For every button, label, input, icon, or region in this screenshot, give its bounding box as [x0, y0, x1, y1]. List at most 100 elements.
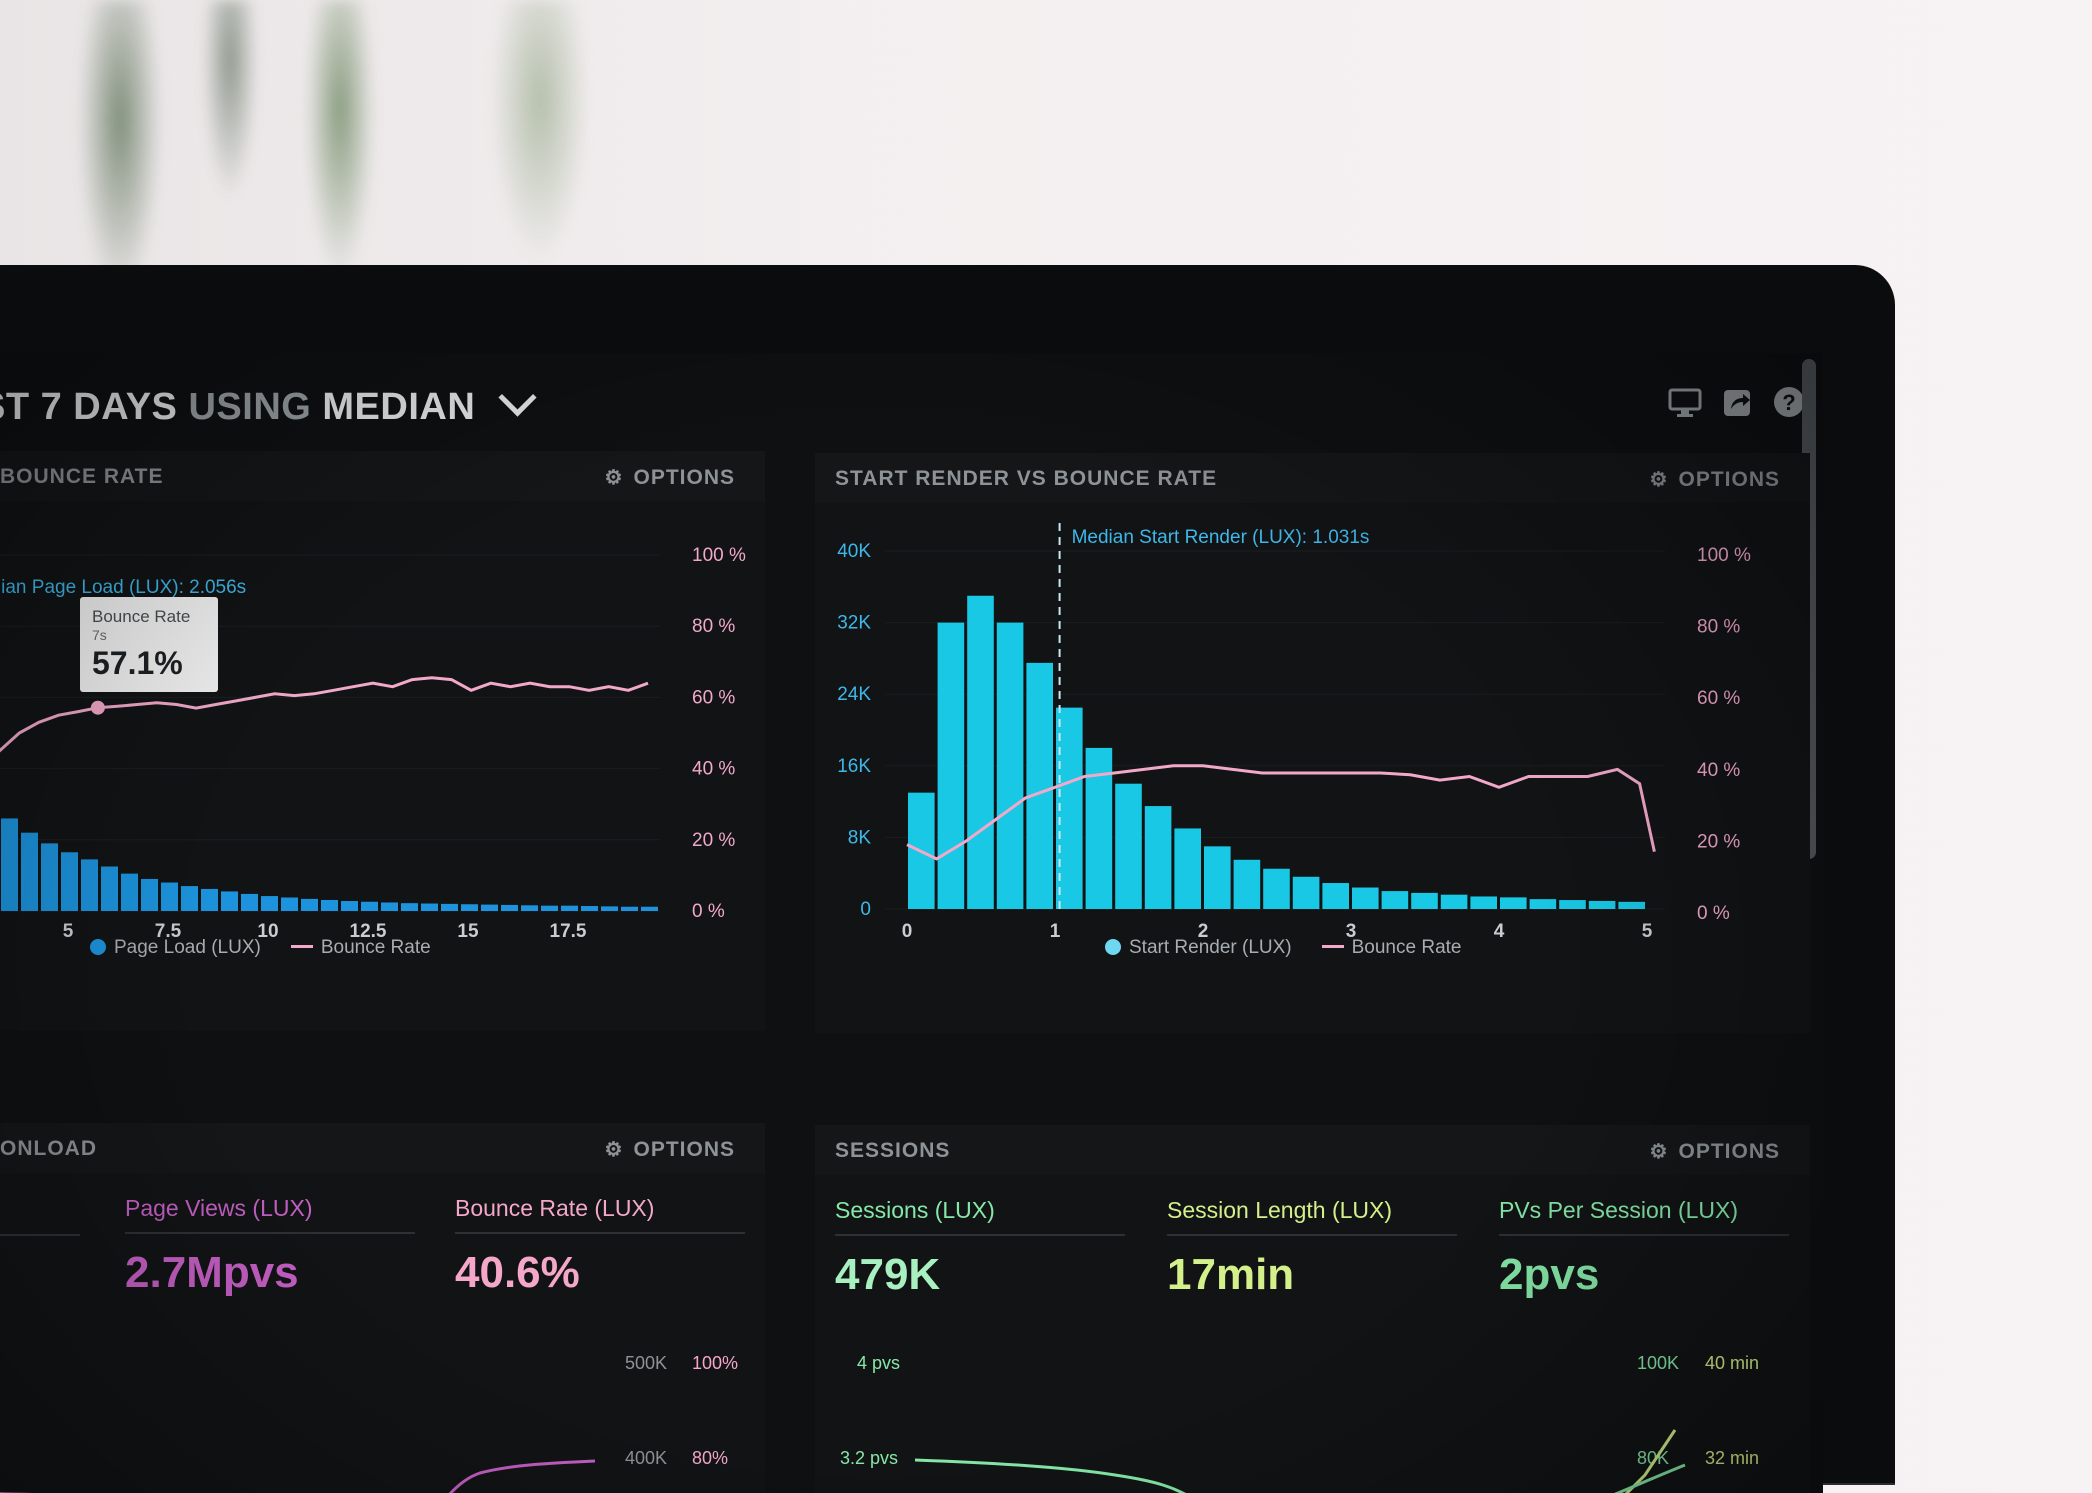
start-render-bar	[996, 622, 1024, 909]
start-render-bar	[1618, 901, 1645, 909]
page-load-bar	[441, 903, 458, 911]
stat-bounce-rate: Bounce Rate (LUX) 40.6%	[455, 1195, 745, 1298]
start-render-bar	[1026, 662, 1053, 909]
share-icon[interactable]	[1722, 385, 1756, 419]
stat-clipped: )	[0, 1197, 80, 1236]
page-load-panel: BOUNCE RATE ⚙ OPTIONS 0 % 20 % 40 % 60 % 80 %…	[0, 451, 765, 1031]
help-icon[interactable]: ?	[1772, 385, 1806, 419]
y-right-tick-label: 20 %	[692, 830, 735, 851]
axis-left-mid: 400K	[625, 1448, 668, 1468]
legend-line-bounce	[290, 945, 313, 948]
onload-sparklines	[0, 1459, 596, 1493]
title-aggregate: MEDIAN	[322, 386, 476, 428]
page-load-bar	[181, 886, 198, 911]
page-load-bar	[241, 893, 258, 911]
x-tick-label: 3	[1346, 921, 1357, 942]
start-render-bar	[1322, 883, 1349, 909]
legend-page-load: Page Load (LUX)	[114, 937, 261, 958]
axis-mid-top: 100K	[1637, 1353, 1680, 1373]
page-load-bar	[1, 818, 18, 911]
options-button[interactable]: ⚙ OPTIONS	[1649, 1140, 1780, 1163]
bounce-rate-line	[906, 764, 1656, 861]
tooltip-series: Bounce Rate	[92, 607, 191, 626]
x-tick-label: 2	[1198, 921, 1209, 942]
page-load-bar	[281, 897, 298, 911]
stat-value: 2pvs	[1499, 1250, 1600, 1299]
x-tick-label: 5	[1642, 921, 1653, 942]
panel-title: START RENDER VS BOUNCE RATE	[835, 467, 1218, 490]
monitor-icon[interactable]	[1668, 385, 1702, 419]
chart-legend: Page Load (LUX) Bounce Rate	[90, 937, 431, 959]
start-render-bar	[1144, 806, 1172, 909]
stat-label: PVs Per Session (LUX)	[1499, 1197, 1789, 1236]
page-load-bar	[541, 905, 558, 911]
y-left-tick-label: 24K	[837, 684, 871, 705]
start-render-bar	[967, 595, 994, 909]
title-using: USING	[188, 386, 312, 428]
x-tick-label: 15	[457, 921, 479, 942]
svg-text:?: ?	[1782, 390, 1795, 415]
stat-value: 17min	[1167, 1250, 1295, 1299]
page-load-bar	[261, 896, 278, 911]
page-load-bar	[301, 898, 318, 911]
axis-left-top: 4 pvs	[857, 1353, 901, 1373]
legend-bounce-rate: Bounce Rate	[1351, 937, 1462, 958]
panel-header: START RENDER VS BOUNCE RATE ⚙ OPTIONS	[815, 453, 1810, 503]
start-render-bar	[1440, 894, 1468, 909]
stat-value: 2.7Mpvs	[125, 1248, 299, 1297]
stat-value: 40.6%	[455, 1248, 580, 1297]
start-render-bar	[937, 622, 965, 909]
x-tick-label: 0	[902, 921, 913, 942]
page-load-bar	[381, 902, 398, 911]
stat-page-views: Page Views (LUX) 2.7Mpvs	[125, 1195, 415, 1298]
page-load-bar	[21, 832, 38, 911]
legend-bounce-rate: Bounce Rate	[320, 937, 431, 958]
page-load-bar	[561, 905, 578, 911]
page-load-bar	[101, 866, 118, 911]
page-load-bar	[501, 904, 518, 911]
panel-header: ONLOAD ⚙ OPTIONS	[0, 1123, 765, 1173]
page-load-bar	[161, 882, 178, 911]
panel-header: SESSIONS ⚙ OPTIONS	[815, 1125, 1810, 1175]
y-right-tick-label: 20 %	[1697, 831, 1740, 852]
y-right-tick-label: 80 %	[692, 616, 735, 637]
chevron-down-icon[interactable]	[498, 378, 537, 417]
start-render-bar	[1559, 900, 1586, 909]
start-render-bar	[1411, 892, 1438, 909]
page-load-bar	[361, 901, 378, 911]
dashboard-title[interactable]: ST 7 DAYS USING MEDIAN	[0, 377, 537, 437]
page-load-bar	[341, 901, 358, 911]
x-tick-label: 4	[1494, 921, 1505, 942]
y-right-tick-label: 100 %	[1697, 545, 1751, 566]
y-left-tick-label: 16K	[837, 756, 871, 777]
y-right-tick-label: 0 %	[1697, 903, 1730, 924]
page-load-bar	[601, 906, 618, 911]
page-load-chart: 0 %20 %40 %60 %80 %100 %557.51012.51517.…	[0, 545, 746, 942]
x-tick-label: 10	[257, 921, 278, 942]
x-tick-label: 17.5	[550, 921, 587, 942]
page-load-bar	[141, 878, 158, 911]
y-right-tick-label: 40 %	[692, 759, 735, 780]
start-render-bar	[1470, 896, 1497, 909]
start-render-panel: START RENDER VS BOUNCE RATE ⚙ OPTIONS 0 0 …	[815, 453, 1810, 1033]
options-button[interactable]: ⚙ OPTIONS	[604, 1138, 735, 1161]
options-button[interactable]: ⚙ OPTIONS	[1649, 468, 1780, 491]
start-render-bar	[1233, 859, 1261, 909]
page-load-bar	[321, 899, 338, 911]
axis-left-mid: 3.2 pvs	[840, 1448, 899, 1468]
y-right-tick-label: 0 %	[692, 901, 725, 922]
legend-line-bounce	[1321, 945, 1344, 948]
dashboard-screen: ST 7 DAYS USING MEDIAN ? BOUNCE RATE ⚙OP…	[0, 353, 1823, 1493]
start-render-bar	[1292, 876, 1320, 909]
y-right-tick-label: 80 %	[1697, 617, 1740, 638]
start-render-bar	[1588, 900, 1616, 909]
page-load-bar	[121, 873, 138, 911]
axis-right-mid: 80%	[692, 1448, 729, 1468]
axis-right-top: 40 min	[1705, 1353, 1760, 1373]
laptop-bezel: ST 7 DAYS USING MEDIAN ? BOUNCE RATE ⚙OP…	[0, 265, 1895, 1493]
sessions-sparklines	[915, 1429, 1686, 1493]
onload-panel: ONLOAD ⚙OPTIONS ) Page Views (LUX) 2.7Mp…	[0, 1123, 765, 1493]
y-left-tick-label: 32K	[837, 613, 871, 634]
background-plant	[0, 0, 660, 280]
options-button[interactable]: ⚙ OPTIONS	[604, 466, 735, 489]
